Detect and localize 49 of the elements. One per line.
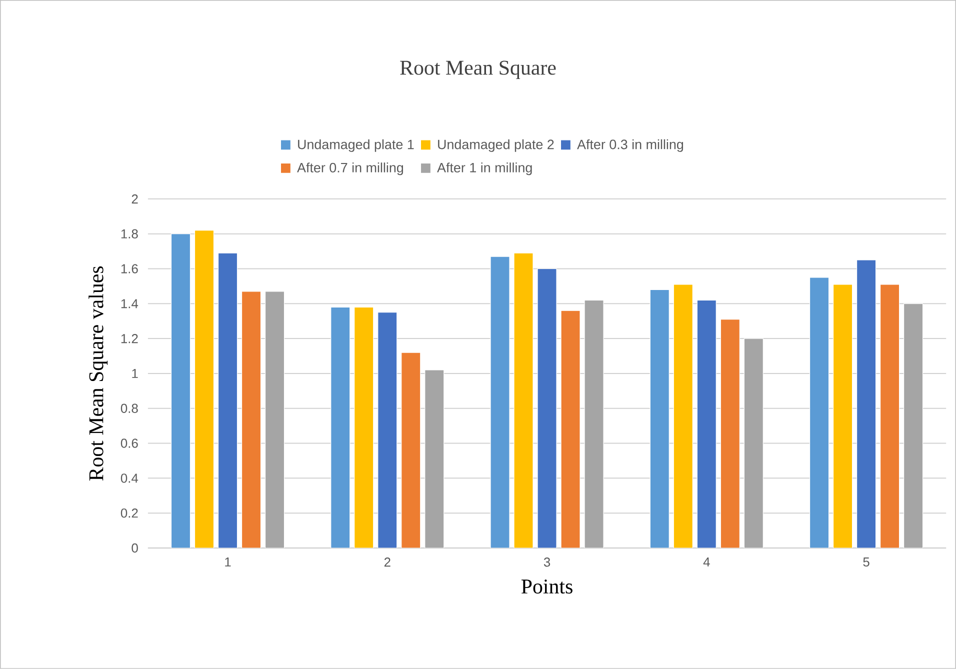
legend-label: Undamaged plate 2 [438, 139, 554, 152]
y-tick-label: 0.2 [120, 508, 138, 518]
bar [424, 370, 444, 548]
bar [560, 310, 580, 548]
bar [650, 289, 670, 548]
bar [401, 352, 421, 548]
legend-label: After 1 in milling [437, 162, 532, 176]
x-tick-label: 3 [544, 558, 550, 567]
y-axis-title: Root Mean Square values [88, 266, 108, 481]
legend-label: Undamaged plate 1 [298, 139, 414, 152]
bar [354, 306, 374, 548]
bar [170, 234, 191, 548]
chart-title: Root Mean Square [400, 60, 556, 80]
y-tick-label: 0.6 [120, 438, 138, 448]
x-tick-label: 5 [863, 558, 870, 567]
bar [744, 338, 764, 548]
bar [218, 252, 238, 548]
bar [378, 312, 398, 548]
y-tick-label: 1 [132, 369, 138, 378]
bar [490, 256, 510, 548]
bar [514, 252, 534, 548]
y-tick-label: 0 [132, 543, 138, 553]
y-tick-label: 1.6 [121, 264, 138, 274]
bar [194, 230, 214, 548]
y-tick-label: 0.8 [120, 404, 138, 413]
bar [584, 300, 604, 548]
bar [880, 284, 900, 548]
y-tick-label: 2 [132, 194, 138, 204]
y-tick-label: 0.4 [120, 474, 138, 483]
bar [903, 303, 924, 548]
bar [537, 268, 557, 548]
x-tick-label: 1 [225, 558, 231, 566]
y-tick-label: 1.4 [121, 299, 138, 308]
x-axis-title: Points [521, 580, 572, 594]
x-tick-label: 2 [384, 558, 390, 567]
y-tick-label: 1.8 [121, 229, 138, 238]
bar [673, 284, 693, 548]
legend-label: After 0.3 in milling [577, 139, 684, 152]
bar [330, 306, 350, 548]
bar [696, 300, 716, 548]
bar [832, 284, 853, 548]
legend-label: After 0.7 in milling [297, 162, 404, 176]
bar [809, 277, 830, 548]
bar [241, 291, 262, 548]
bar [720, 319, 740, 548]
x-tick-label: 4 [703, 558, 710, 566]
y-tick-label: 1.2 [121, 334, 138, 344]
bar [856, 260, 876, 548]
bar [264, 291, 285, 548]
